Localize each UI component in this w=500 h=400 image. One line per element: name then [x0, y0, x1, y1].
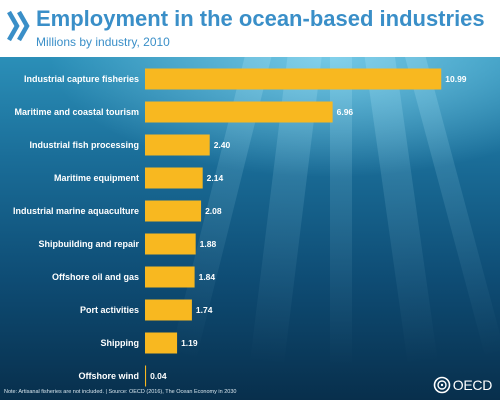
bar	[145, 134, 210, 156]
value-label: 1.88	[200, 239, 217, 249]
value-label: 2.14	[207, 173, 224, 183]
oecd-logo: OECD	[433, 376, 492, 394]
bar	[145, 167, 203, 189]
header: Employment in the ocean-based industries…	[0, 0, 500, 57]
value-label: 6.96	[337, 107, 354, 117]
category-label: Industrial capture fisheries	[24, 74, 139, 84]
value-label: 1.19	[181, 338, 198, 348]
value-label: 10.99	[445, 74, 467, 84]
category-label: Offshore oil and gas	[52, 272, 139, 282]
category-label: Shipbuilding and repair	[38, 239, 139, 249]
value-label: 2.08	[205, 206, 222, 216]
category-label: Industrial fish processing	[29, 140, 139, 150]
category-label: Offshore wind	[79, 371, 140, 381]
bar-chart: Industrial capture fisheries 10.99 Maritim…	[13, 68, 467, 387]
category-label: Maritime equipment	[54, 173, 139, 183]
value-label: 2.40	[214, 140, 231, 150]
chart-subtitle: Millions by industry, 2010	[36, 35, 170, 49]
category-label: Port activities	[80, 305, 139, 315]
category-label: Industrial marine aquaculture	[13, 206, 139, 216]
value-label: 1.84	[199, 272, 216, 282]
bar	[145, 332, 178, 354]
bar	[145, 266, 195, 288]
bar	[145, 200, 202, 222]
category-label: Maritime and coastal tourism	[14, 107, 139, 117]
value-label: 0.04	[150, 371, 167, 381]
value-label: 1.74	[196, 305, 213, 315]
category-label: Shipping	[101, 338, 140, 348]
bar	[145, 101, 333, 123]
oecd-logo-text: OECD	[452, 377, 493, 393]
oecd-logo-icon	[433, 376, 451, 394]
source-note: Note: Artisanal fisheries are not includ…	[4, 389, 237, 395]
chart-title: Employment in the ocean-based industries	[36, 6, 485, 31]
bar	[145, 68, 442, 90]
bar	[145, 365, 147, 387]
bar	[145, 233, 196, 255]
bar	[145, 299, 192, 321]
oecd-chevron-icon	[7, 10, 30, 42]
